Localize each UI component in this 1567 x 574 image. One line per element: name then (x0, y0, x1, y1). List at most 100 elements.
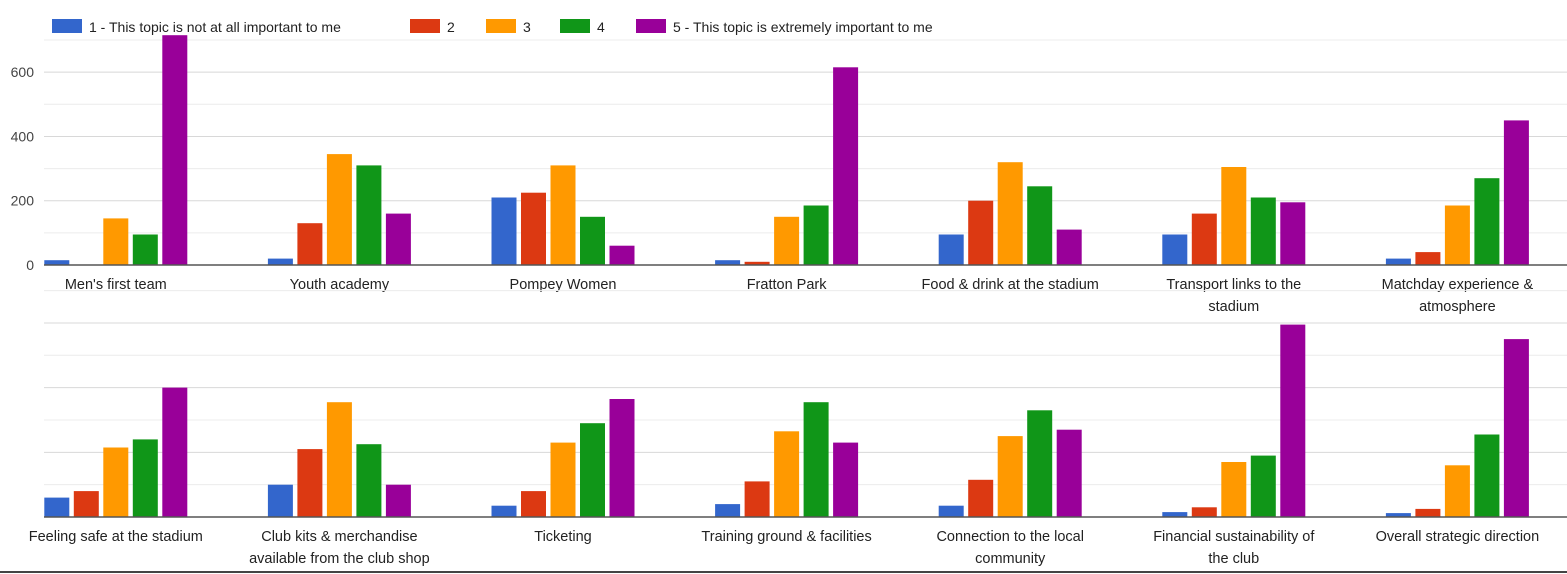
bar (833, 67, 859, 265)
bar (580, 423, 605, 517)
legend: 1 - This topic is not at all important t… (52, 19, 933, 35)
category-label: the club (1208, 551, 1259, 567)
bar (491, 197, 517, 265)
bar (1385, 513, 1411, 517)
bar (744, 481, 770, 517)
bar (267, 484, 293, 517)
category-label: Transport links to the (1166, 277, 1301, 293)
bar (1415, 508, 1441, 517)
category-label: Feeling safe at the stadium (29, 529, 203, 545)
bar (715, 260, 741, 265)
bar (550, 165, 576, 265)
category-label: Connection to the local (936, 529, 1084, 545)
y-tick-label: 0 (26, 257, 34, 273)
bar (356, 444, 382, 517)
bar (326, 154, 352, 265)
bar (550, 442, 576, 517)
legend-swatch-2 (410, 19, 440, 33)
bar (774, 431, 800, 517)
legend-label-3: 3 (523, 19, 531, 35)
bar (715, 504, 741, 517)
bar (521, 491, 546, 517)
category-label: stadium (1208, 299, 1259, 315)
bar (997, 162, 1023, 265)
bar (1221, 167, 1247, 265)
bar (1027, 186, 1053, 265)
bar (267, 258, 293, 265)
category-label: Men's first team (65, 277, 167, 293)
bar (385, 213, 411, 265)
bar (1444, 465, 1470, 517)
bar (803, 205, 829, 265)
bar (326, 402, 352, 517)
bar (1056, 429, 1082, 517)
bar (297, 223, 323, 265)
legend-swatch-5 (636, 19, 666, 33)
legend-label-4: 4 (597, 19, 605, 35)
bar (491, 505, 517, 517)
category-label: Training ground & facilities (701, 529, 871, 545)
bar (1250, 197, 1276, 265)
bar (1250, 455, 1276, 517)
bar (968, 479, 994, 517)
bar (1162, 234, 1188, 265)
bar (132, 234, 158, 265)
bar (1503, 120, 1529, 266)
y-tick-label: 200 (11, 193, 35, 209)
bar (385, 484, 411, 517)
category-label: Food & drink at the stadium (922, 277, 1099, 293)
bar (162, 387, 188, 517)
bar (938, 505, 964, 517)
category-label: Fratton Park (747, 277, 828, 293)
bar (609, 399, 635, 517)
bar (1280, 202, 1306, 265)
bar (1444, 205, 1470, 265)
bar (103, 447, 129, 517)
bar (1474, 178, 1500, 265)
category-label: atmosphere (1419, 299, 1496, 315)
category-label: Youth academy (290, 277, 390, 293)
legend-swatch-1 (52, 19, 82, 33)
category-label: Club kits & merchandise (261, 529, 417, 545)
bar (744, 261, 770, 265)
bar (803, 402, 829, 517)
bar (1191, 507, 1217, 517)
bar (1385, 258, 1411, 265)
bar (1503, 339, 1529, 517)
bar (1191, 213, 1217, 265)
bar (1221, 462, 1247, 517)
legend-swatch-4 (560, 19, 590, 33)
bar (968, 200, 994, 265)
bar (997, 436, 1023, 517)
bar (1027, 410, 1053, 517)
bar (1056, 229, 1082, 265)
bar (356, 165, 382, 265)
category-label: Pompey Women (510, 277, 617, 293)
bar (1162, 512, 1188, 517)
category-label: Matchday experience & (1382, 277, 1534, 293)
category-label: Financial sustainability of (1153, 529, 1315, 545)
category-label: available from the club shop (249, 551, 430, 567)
bar (580, 216, 605, 265)
bar (103, 218, 129, 265)
category-label: Ticketing (534, 529, 591, 545)
category-label: Overall strategic direction (1376, 529, 1540, 545)
bar (1415, 252, 1441, 265)
bar (162, 35, 188, 266)
bar (1280, 324, 1306, 517)
bar (938, 234, 964, 265)
chart-panel-top: 0 200 400 600 Men's first team Youth academy P… (11, 35, 1567, 315)
bar (609, 245, 635, 265)
bar (1474, 434, 1500, 517)
y-tick-label: 400 (11, 128, 35, 144)
bar (132, 439, 158, 517)
bar (44, 497, 70, 517)
legend-label-2: 2 (447, 19, 455, 35)
legend-label-5: 5 - This topic is extremely important to… (673, 19, 933, 35)
y-tick-label: 600 (11, 64, 35, 80)
bar (774, 216, 800, 265)
bar (73, 491, 99, 517)
bar (521, 192, 546, 265)
legend-label-1: 1 - This topic is not at all important t… (89, 19, 341, 35)
